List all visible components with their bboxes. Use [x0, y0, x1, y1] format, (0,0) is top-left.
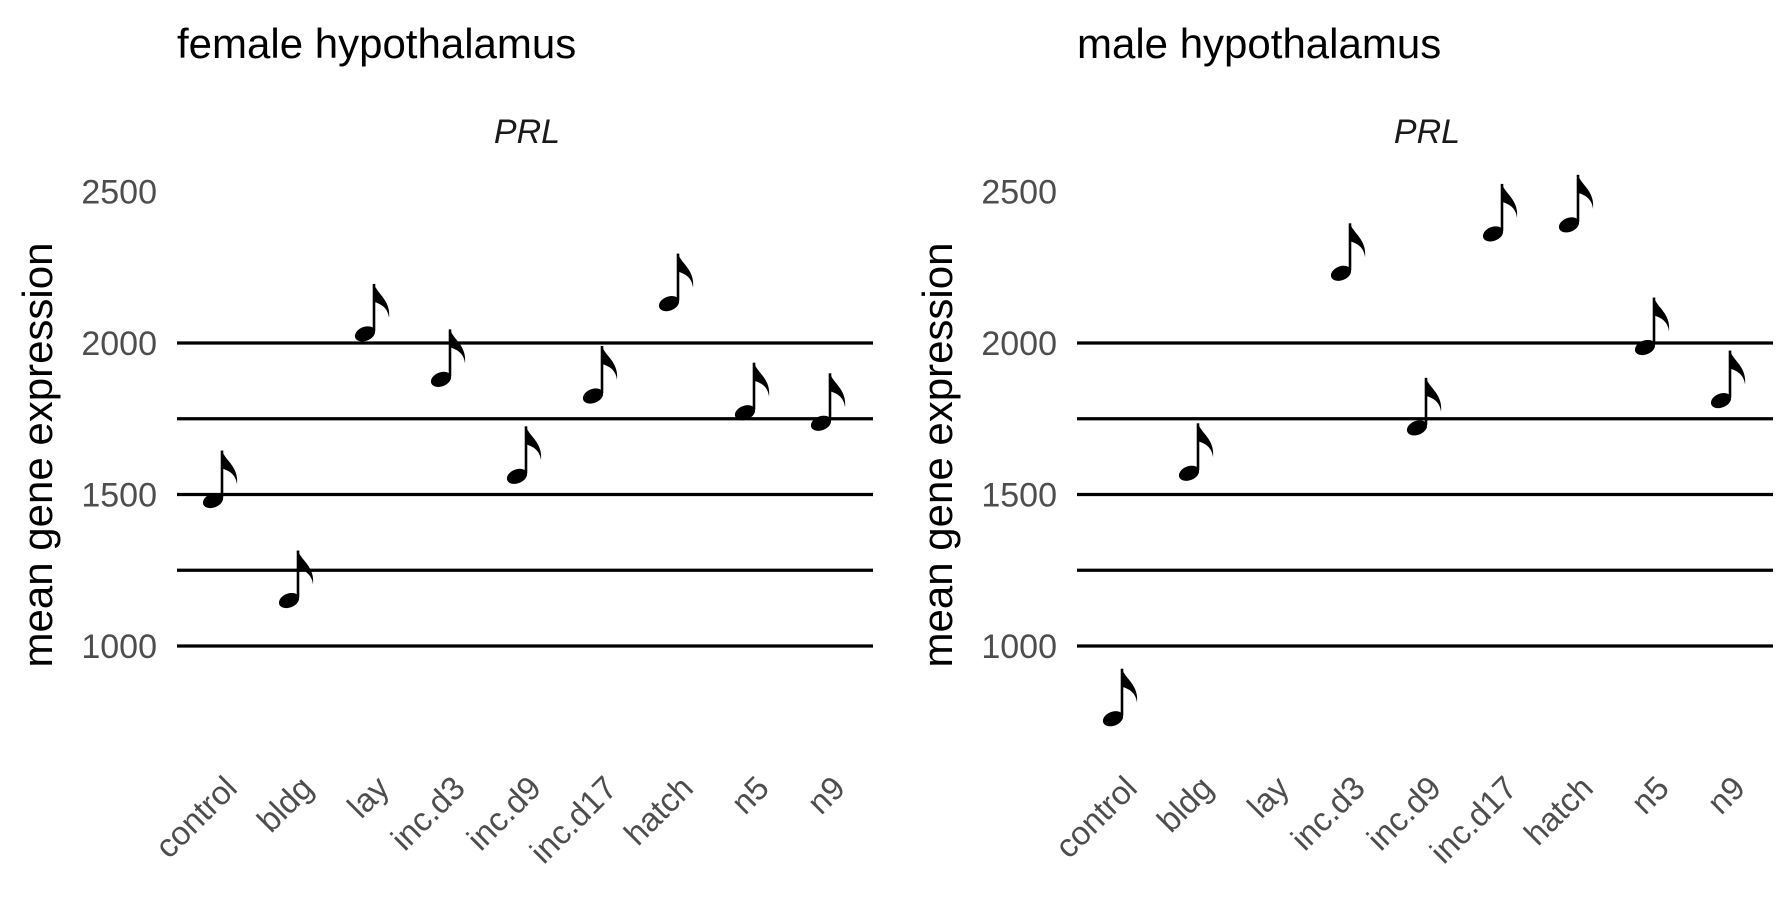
data-point-note [430, 329, 466, 387]
x-tick-label: hatch [1517, 769, 1600, 852]
y-tick-label: 1000 [81, 628, 157, 666]
y-tick-label: 2500 [81, 174, 157, 212]
y-tick-label: 2000 [81, 325, 157, 363]
panel-subtitle: PRL [494, 113, 560, 151]
data-point-note [278, 550, 314, 609]
x-tick-label: control [148, 769, 244, 865]
panel-female-hypothalamus: female hypothalamus PRL mean gene expres… [14, 20, 873, 870]
x-tick-label: n9 [1700, 769, 1752, 821]
x-tick-label: hatch [617, 769, 700, 852]
data-point-note [1558, 174, 1594, 233]
y-tick-label: 1500 [981, 477, 1057, 515]
y-axis-label: mean gene expression [14, 243, 61, 668]
panel-title: male hypothalamus [1077, 20, 1441, 67]
x-tick-label: lay [1240, 768, 1296, 824]
data-point-note [354, 283, 390, 342]
panel-male-hypothalamus: male hypothalamus PRL mean gene expressi… [914, 20, 1773, 870]
x-tick-label: bldg [250, 769, 320, 839]
data-point-note [582, 346, 618, 404]
panel-subtitle: PRL [1394, 113, 1460, 151]
y-tick-label: 2500 [981, 174, 1057, 212]
panel-title: female hypothalamus [177, 20, 576, 67]
x-tick-label: control [1048, 769, 1144, 865]
data-point-note [1102, 668, 1138, 727]
x-tick-label: inc.d3 [1284, 769, 1372, 857]
data-point-note [810, 373, 846, 431]
x-tick-label: n5 [1624, 769, 1676, 821]
y-tick-label: 1000 [981, 628, 1057, 666]
x-tick-label: inc.d17 [1423, 769, 1524, 870]
data-point-note [1634, 297, 1670, 356]
data-point-note [734, 362, 770, 421]
data-point-note [1178, 423, 1214, 481]
y-tick-label: 1500 [81, 477, 157, 515]
x-tick-label: bldg [1150, 769, 1220, 839]
x-tick-label: n5 [724, 769, 776, 821]
x-tick-label: inc.d17 [523, 769, 624, 870]
x-tick-label: lay [340, 768, 396, 824]
y-axis-label: mean gene expression [914, 243, 961, 668]
y-tick-label: 2000 [981, 325, 1057, 363]
data-point-note [1482, 183, 1518, 242]
data-point-note [202, 450, 238, 509]
x-tick-label: n9 [800, 769, 852, 821]
data-point-note [1710, 350, 1746, 409]
data-point-note [506, 426, 542, 484]
data-point-note [1406, 377, 1442, 436]
x-tick-label: inc.d3 [384, 769, 472, 857]
data-point-note [658, 253, 694, 312]
data-point-note [1330, 223, 1366, 281]
